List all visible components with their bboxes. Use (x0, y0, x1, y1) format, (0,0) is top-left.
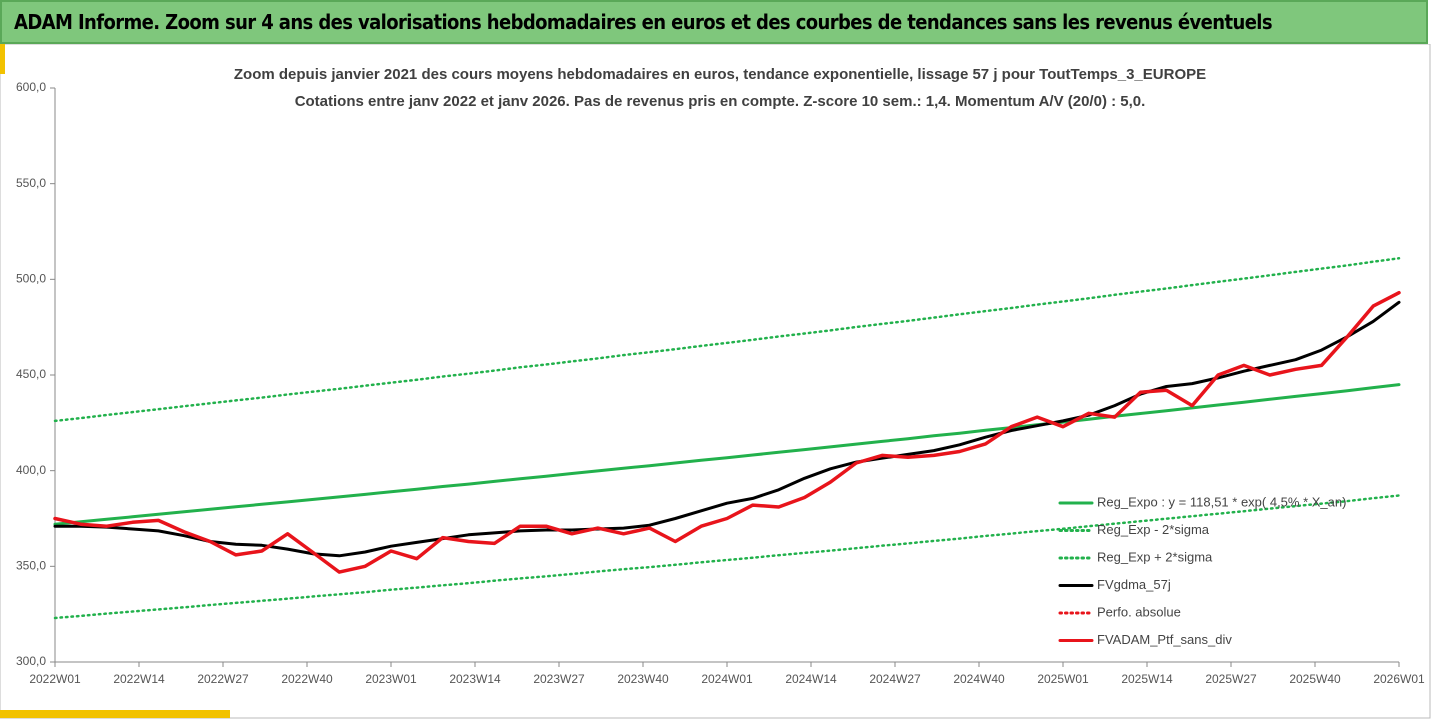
series-line (53, 290, 1401, 574)
header-title: ADAM Informe. Zoom sur 4 ans des valoris… (0, 0, 1428, 44)
accent (0, 44, 5, 74)
chart-subtitle: Cotations entre janv 2022 et janv 2026. … (295, 93, 1146, 110)
x-tick-label: 2025W40 (1289, 672, 1341, 686)
y-tick-label: 500,0 (16, 272, 46, 286)
x-tick-label: 2025W14 (1121, 672, 1173, 686)
y-tick-label: 400,0 (16, 463, 46, 477)
legend-label: Reg_Exp + 2*sigma (1097, 549, 1213, 564)
x-tick-label: 2023W01 (365, 672, 417, 686)
chart-frame (0, 44, 1431, 719)
x-tick-label: 2025W27 (1205, 672, 1257, 686)
y-tick-label: 350,0 (16, 559, 46, 573)
legend-label: Reg_Exp - 2*sigma (1097, 522, 1210, 537)
series-line (53, 257, 1401, 423)
series-line (53, 383, 1401, 526)
x-tick-label: 2023W14 (449, 672, 501, 686)
chart: Zoom depuis janvier 2021 des cours moyen… (0, 44, 1431, 719)
x-tick-label: 2022W01 (29, 672, 81, 686)
x-tick-label: 2023W40 (617, 672, 669, 686)
legend-label: Perfo. absolue (1097, 604, 1181, 619)
x-tick-label: 2024W40 (953, 672, 1005, 686)
accent (0, 710, 230, 718)
y-tick-label: 300,0 (16, 654, 46, 668)
legend-label: FVgdma_57j (1097, 577, 1171, 592)
x-tick-label: 2026W01 (1373, 672, 1425, 686)
y-tick-label: 450,0 (16, 367, 46, 381)
x-tick-label: 2022W40 (281, 672, 333, 686)
x-tick-label: 2025W01 (1037, 672, 1089, 686)
x-tick-label: 2024W01 (701, 672, 753, 686)
x-tick-label: 2024W27 (869, 672, 921, 686)
legend-label: FVADAM_Ptf_sans_div (1097, 632, 1232, 647)
x-tick-label: 2023W27 (533, 672, 585, 686)
series-line (53, 494, 1401, 620)
y-tick-label: 600,0 (16, 80, 46, 94)
series-line (53, 300, 1401, 558)
chart-title: Zoom depuis janvier 2021 des cours moyen… (234, 66, 1206, 83)
legend-label: Reg_Expo : y = 118,51 * exp( 4,5% * X_an… (1097, 494, 1346, 509)
x-tick-label: 2022W14 (113, 672, 165, 686)
x-tick-label: 2022W27 (197, 672, 249, 686)
x-tick-label: 2024W14 (785, 672, 837, 686)
y-tick-label: 550,0 (16, 176, 46, 190)
